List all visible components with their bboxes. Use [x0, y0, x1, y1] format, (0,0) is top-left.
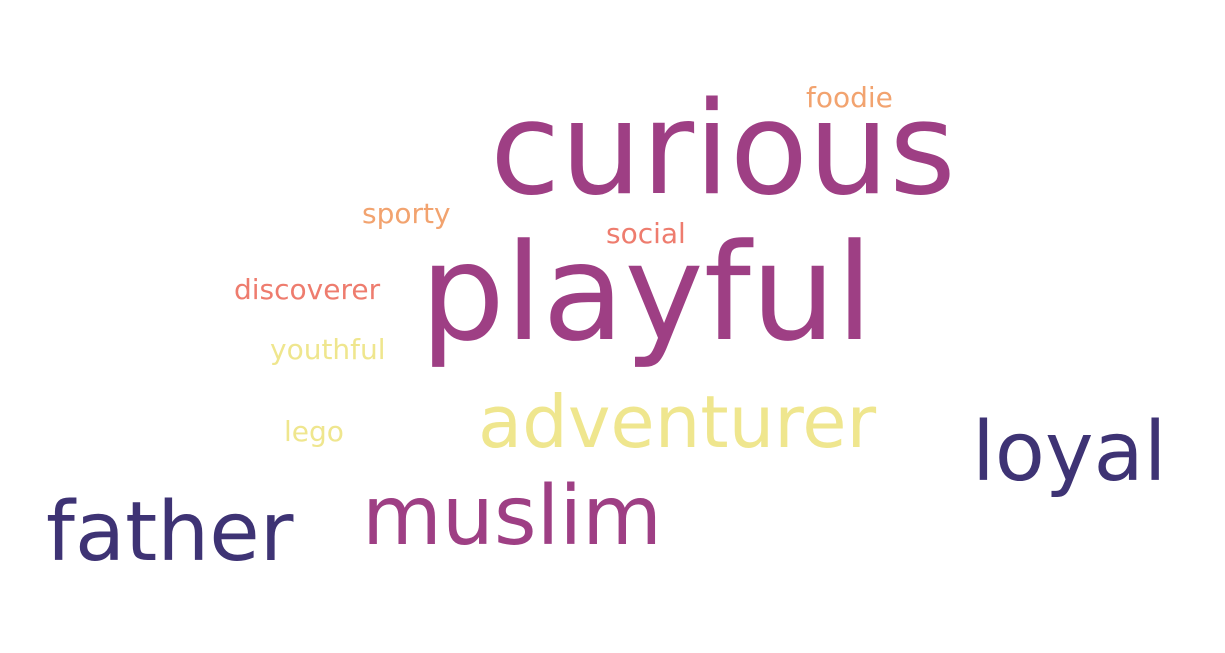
word-youthful: youthful: [270, 333, 386, 366]
word-curious: curious: [490, 75, 956, 224]
word-social: social: [606, 217, 686, 250]
word-discoverer: discoverer: [234, 273, 381, 306]
word-muslim: muslim: [362, 469, 663, 564]
word-father: father: [46, 485, 294, 580]
word-adventurer: adventurer: [478, 380, 877, 464]
word-playful: playful: [420, 215, 874, 371]
word-lego: lego: [284, 415, 344, 448]
word-foodie: foodie: [806, 81, 893, 114]
word-loyal: loyal: [972, 405, 1167, 500]
word-sporty: sporty: [362, 197, 451, 230]
